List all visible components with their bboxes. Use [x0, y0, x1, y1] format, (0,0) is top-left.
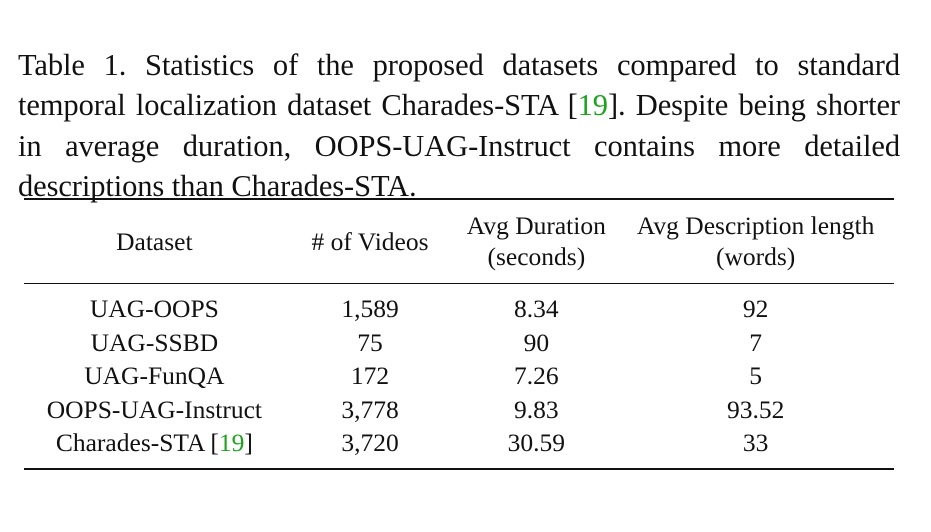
cell-duration: 7.26 [514, 361, 559, 390]
cell-desc-length: 5 [749, 361, 763, 390]
cell-citation-link[interactable]: 19 [218, 428, 245, 457]
cell-dataset: OOPS-UAG-Instruct [46, 394, 263, 424]
table-body: UAG-OOPS 1,589 8.34 92 UAG-SSBD 75 90 7 … [24, 284, 894, 469]
cell-videos: 172 [350, 361, 390, 390]
cell-desc-length: 33 [742, 428, 769, 457]
header-videos: # of Videos [311, 226, 429, 256]
header-description-length: Avg Description length (words) [617, 199, 894, 284]
cell-dataset: UAG-SSBD [90, 327, 219, 357]
cell-dataset: UAG-OOPS [89, 294, 219, 323]
header-desc-line1: Avg Description length [636, 211, 875, 240]
header-duration-line1: Avg Duration [466, 211, 606, 240]
cell-dataset: UAG-FunQA [84, 361, 225, 390]
cell-dataset: Charades-STA [19] [24, 426, 285, 469]
header-row: Dataset # of Videos Avg Duration (seconds… [24, 199, 894, 284]
cell-dataset-prefix: Charades-STA [ [55, 428, 219, 457]
table-row: UAG-OOPS 1,589 8.34 92 [24, 284, 894, 326]
table-row: OOPS-UAG-Instruct 3,778 9.83 93.52 [24, 393, 894, 427]
cell-dataset-suffix: ] [244, 428, 253, 457]
caption-citation-link[interactable]: 19 [577, 88, 608, 122]
table-header: Dataset # of Videos Avg Duration (seconds… [24, 199, 894, 284]
header-duration: Avg Duration (seconds) [455, 199, 617, 284]
table-row: Charades-STA [19] 3,720 30.59 33 [24, 426, 894, 469]
header-dataset: Dataset [116, 226, 193, 256]
cell-duration: 9.83 [514, 394, 559, 424]
table-caption: Table 1. Statistics of the proposed data… [18, 45, 900, 207]
dataset-statistics-table: Dataset # of Videos Avg Duration (seconds… [24, 198, 894, 470]
cell-videos: 1,589 [341, 294, 399, 323]
cell-desc-length: 93.52 [726, 394, 785, 424]
cell-desc-length: 7 [749, 327, 763, 357]
header-desc-line2: (words) [715, 242, 796, 271]
cell-videos: 75 [357, 327, 383, 357]
cell-duration: 30.59 [507, 428, 566, 457]
cell-videos: 3,720 [341, 428, 399, 457]
caption-text-after: ]. Despite being shorter in average dura… [18, 88, 900, 203]
cell-desc-length: 92 [742, 294, 769, 323]
cell-duration: 90 [523, 327, 550, 357]
cell-duration: 8.34 [514, 294, 559, 323]
cell-videos: 3,778 [341, 394, 399, 424]
header-duration-line2: (seconds) [487, 242, 586, 271]
table-row: UAG-FunQA 172 7.26 5 [24, 359, 894, 393]
caption-text-before: Table 1. Statistics of the proposed data… [18, 47, 900, 123]
table-row: UAG-SSBD 75 90 7 [24, 326, 894, 360]
